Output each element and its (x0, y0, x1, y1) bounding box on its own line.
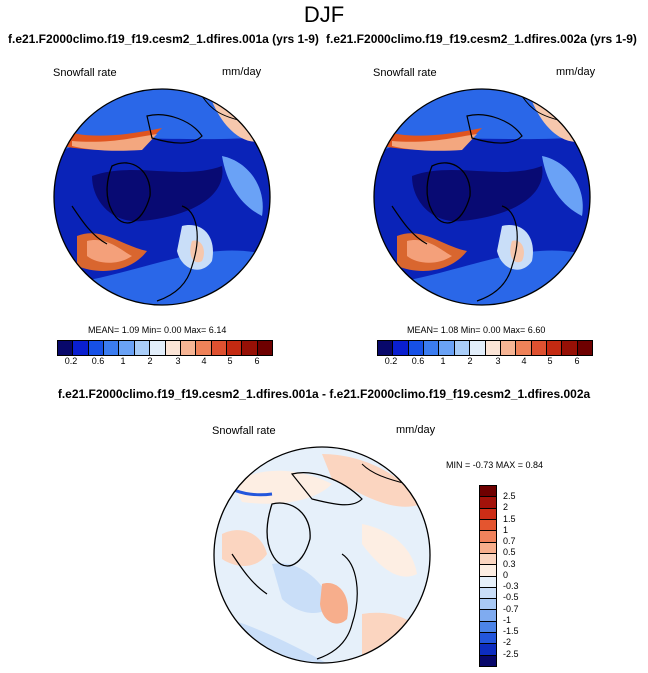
colorbar-tick: 0.2 (64, 356, 78, 366)
case-002a-stats: MEAN= 1.08 Min= 0.00 Max= 6.60 (407, 325, 546, 335)
colorbar-tick: 0.5 (503, 547, 516, 557)
colorbar-swatch (480, 644, 496, 656)
colorbar-swatch (577, 341, 593, 355)
case-001a-title: f.e21.F2000climo.f19_f19.cesm2_1.dfires.… (8, 32, 319, 46)
colorbar-swatch (134, 341, 151, 355)
colorbar-swatch (480, 621, 496, 634)
colorbar-swatch (408, 341, 425, 355)
colorbar-tick: 3 (175, 356, 181, 366)
colorbar-tick: 0.3 (503, 559, 516, 569)
colorbar-swatch (480, 610, 496, 622)
colorbar-swatch (73, 341, 89, 355)
colorbar-swatch (470, 341, 486, 355)
difference-polar-map (213, 446, 431, 664)
colorbar-tick: 0 (503, 570, 509, 580)
colorbar-tick: -1.5 (503, 626, 519, 636)
difference-variable: Snowfall rate (212, 425, 276, 437)
colorbar-tick: 1 (120, 356, 126, 366)
colorbar-swatch (439, 341, 455, 355)
colorbar-tick: -2.5 (503, 649, 519, 659)
colorbar-swatch (119, 341, 135, 355)
colorbar-swatch (480, 542, 496, 554)
colorbar-swatch (257, 341, 273, 355)
case-001a-variable: Snowfall rate (53, 67, 117, 79)
colorbar-tick: 6 (254, 356, 260, 366)
colorbar-swatch (480, 497, 496, 509)
colorbar-swatch (516, 341, 532, 355)
colorbar-tick: 4 (201, 356, 207, 366)
case-001a-colorbar-ticks: 0.2 0.6 1 2 3 4 5 6 (57, 356, 271, 368)
colorbar-swatch (480, 587, 496, 600)
case-001a-colorbar (57, 340, 273, 356)
case-001a-units: mm/day (222, 66, 262, 78)
case-002a-units: mm/day (556, 66, 596, 78)
colorbar-tick: 1.5 (503, 514, 516, 524)
colorbar-tick: -0.7 (503, 604, 519, 614)
colorbar-tick: 2 (147, 356, 153, 366)
colorbar-tick: 4 (521, 356, 527, 366)
colorbar-swatch (104, 341, 120, 355)
colorbar-tick: 5 (547, 356, 553, 366)
colorbar-swatch (378, 341, 394, 355)
colorbar-tick: -1 (503, 615, 512, 625)
colorbar-tick: 1 (503, 525, 509, 535)
colorbar-swatch (480, 519, 496, 532)
colorbar-swatch (226, 341, 243, 355)
case-002a-variable: Snowfall rate (373, 67, 437, 79)
colorbar-swatch (480, 553, 496, 566)
colorbar-swatch (500, 341, 517, 355)
difference-stats: MIN = -0.73 MAX = 0.84 (446, 460, 544, 470)
colorbar-tick: -2 (503, 637, 512, 647)
colorbar-tick: 6 (574, 356, 580, 366)
colorbar-tick: 3 (495, 356, 501, 366)
colorbar-swatch (480, 486, 496, 498)
colorbar-tick: 0.6 (91, 356, 105, 366)
colorbar-tick: 0.6 (411, 356, 425, 366)
colorbar-swatch (165, 341, 181, 355)
colorbar-tick: 1 (440, 356, 446, 366)
colorbar-tick: -0.5 (503, 592, 519, 602)
case-001a-polar-map (53, 88, 271, 306)
colorbar-swatch (150, 341, 166, 355)
case-002a-colorbar-ticks: 0.2 0.6 1 2 3 4 5 6 (377, 356, 591, 368)
colorbar-swatch (480, 565, 496, 577)
case-002a-polar-map (373, 88, 591, 306)
colorbar-tick: 2 (467, 356, 473, 366)
colorbar-swatch (480, 655, 496, 666)
difference-colorbar (479, 485, 497, 667)
colorbar-swatch (562, 341, 578, 355)
colorbar-swatch (485, 341, 501, 355)
colorbar-swatch (480, 576, 496, 588)
season-title: DJF (303, 2, 345, 27)
colorbar-swatch (531, 341, 547, 355)
colorbar-swatch (480, 508, 496, 520)
colorbar-tick: 5 (227, 356, 233, 366)
colorbar-tick: 2.5 (503, 491, 516, 501)
case-002a-colorbar (377, 340, 593, 356)
colorbar-tick: 2 (503, 502, 509, 512)
colorbar-tick: -0.3 (503, 581, 519, 591)
colorbar-swatch (480, 599, 496, 611)
colorbar-swatch (454, 341, 471, 355)
colorbar-swatch (242, 341, 258, 355)
colorbar-swatch (480, 633, 496, 645)
colorbar-swatch (393, 341, 409, 355)
colorbar-swatch (58, 341, 74, 355)
case-001a-stats: MEAN= 1.09 Min= 0.00 Max= 6.14 (88, 325, 227, 335)
colorbar-swatch (88, 341, 105, 355)
colorbar-swatch (211, 341, 227, 355)
difference-units: mm/day (396, 424, 436, 436)
colorbar-swatch (424, 341, 440, 355)
case-002a-title: f.e21.F2000climo.f19_f19.cesm2_1.dfires.… (326, 32, 637, 46)
difference-title: f.e21.F2000climo.f19_f19.cesm2_1.dfires.… (57, 387, 591, 401)
colorbar-swatch (180, 341, 197, 355)
difference-colorbar-ticks: 2.5 2 1.5 1 0.7 0.5 0.3 0 -0.3 -0.5 -0.7… (503, 485, 543, 665)
colorbar-swatch (480, 531, 496, 543)
colorbar-swatch (196, 341, 212, 355)
colorbar-swatch (546, 341, 563, 355)
colorbar-tick: 0.7 (503, 536, 516, 546)
colorbar-tick: 0.2 (384, 356, 398, 366)
